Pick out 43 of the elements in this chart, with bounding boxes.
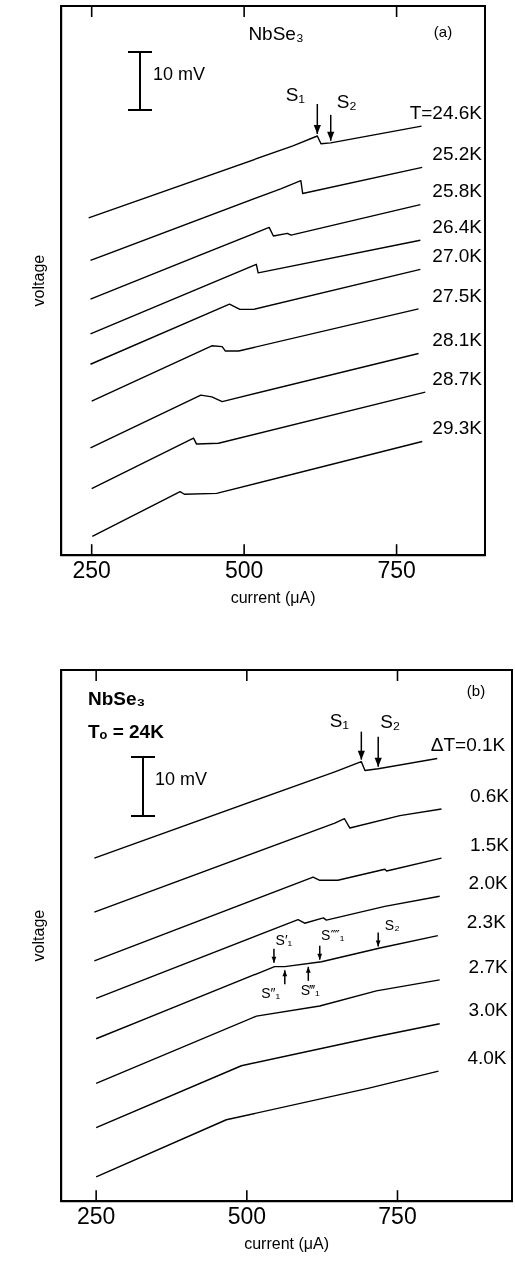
series-label: 2.7K xyxy=(468,955,508,977)
series-label: 3.0K xyxy=(468,999,508,1021)
annotation: S‴₁ xyxy=(300,981,321,998)
series-label: 29.3K xyxy=(432,417,483,439)
annotation: S₁ xyxy=(329,709,349,731)
series-label: 0.6K xyxy=(469,784,510,806)
y-axis-title: voltage xyxy=(30,254,48,307)
x-axis-title: current (μA) xyxy=(230,588,316,606)
series-label: 2.3K xyxy=(466,911,507,933)
x-tick-label: 500 xyxy=(224,557,264,584)
series-label: 27.0K xyxy=(432,245,483,267)
text: Tₒ = 24K xyxy=(88,721,165,743)
x-axis-title: current (μA) xyxy=(244,1234,329,1252)
x-tick-label: 750 xyxy=(378,1203,417,1230)
annotation: S₂ xyxy=(380,710,401,732)
annotation: S′₁ xyxy=(275,931,293,948)
series-label: 26.4K xyxy=(432,216,483,237)
y-axis-title: voltage xyxy=(30,909,48,962)
annotation: S₂ xyxy=(336,91,357,113)
series-label: 28.1K xyxy=(432,329,483,351)
series-label: 4.0K xyxy=(467,1046,507,1068)
x-tick-label: 250 xyxy=(76,1203,116,1230)
annotation: S⁗₁ xyxy=(321,926,345,943)
text: NbSe₃ xyxy=(88,688,146,710)
text: (a) xyxy=(433,23,453,41)
series-label: 25.2K xyxy=(432,143,483,165)
series-label: 27.5K xyxy=(432,284,483,306)
series-label: ΔT=0.1K xyxy=(430,734,506,756)
series-label: 28.7K xyxy=(432,367,483,389)
series-label: 25.8K xyxy=(432,180,483,202)
series-label: 2.0K xyxy=(468,871,508,893)
series-label: T=24.6K xyxy=(409,101,483,123)
annotation: S″₁ xyxy=(261,985,281,1002)
series-label: 1.5K xyxy=(469,833,510,855)
annotation: 10 mV xyxy=(155,768,208,789)
annotation: S₁ xyxy=(285,84,305,106)
x-tick-label: 500 xyxy=(227,1203,267,1230)
annotation: S₂ xyxy=(384,917,400,934)
text: 10 mV xyxy=(153,63,206,84)
text: NbSe₃ xyxy=(248,23,304,45)
x-tick-label: 750 xyxy=(377,557,416,584)
text: (b) xyxy=(466,682,486,700)
x-tick-label: 250 xyxy=(72,557,111,584)
